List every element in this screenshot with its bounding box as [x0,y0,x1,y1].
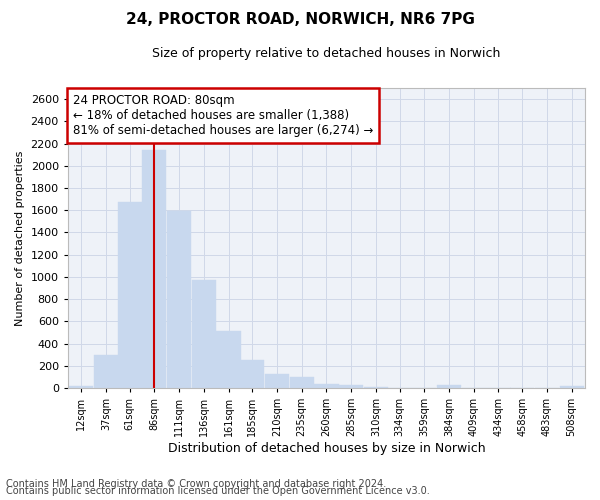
Bar [191,280,216,388]
Bar [560,386,584,388]
Bar [240,360,265,388]
Bar [265,374,289,388]
Bar [217,332,241,388]
Bar [339,386,363,388]
X-axis label: Distribution of detached houses by size in Norwich: Distribution of detached houses by size … [167,442,485,455]
Bar [364,387,388,388]
Bar [314,384,338,388]
Bar [142,150,166,388]
Title: Size of property relative to detached houses in Norwich: Size of property relative to detached ho… [152,48,500,60]
Text: 24 PROCTOR ROAD: 80sqm
← 18% of detached houses are smaller (1,388)
81% of semi-: 24 PROCTOR ROAD: 80sqm ← 18% of detached… [73,94,373,137]
Text: 24, PROCTOR ROAD, NORWICH, NR6 7PG: 24, PROCTOR ROAD, NORWICH, NR6 7PG [125,12,475,28]
Bar [167,212,191,388]
Bar [290,378,314,388]
Bar [69,386,93,388]
Text: Contains HM Land Registry data © Crown copyright and database right 2024.: Contains HM Land Registry data © Crown c… [6,479,386,489]
Y-axis label: Number of detached properties: Number of detached properties [15,150,25,326]
Text: Contains public sector information licensed under the Open Government Licence v3: Contains public sector information licen… [6,486,430,496]
Bar [437,386,461,388]
Bar [94,354,118,388]
Bar [118,202,142,388]
